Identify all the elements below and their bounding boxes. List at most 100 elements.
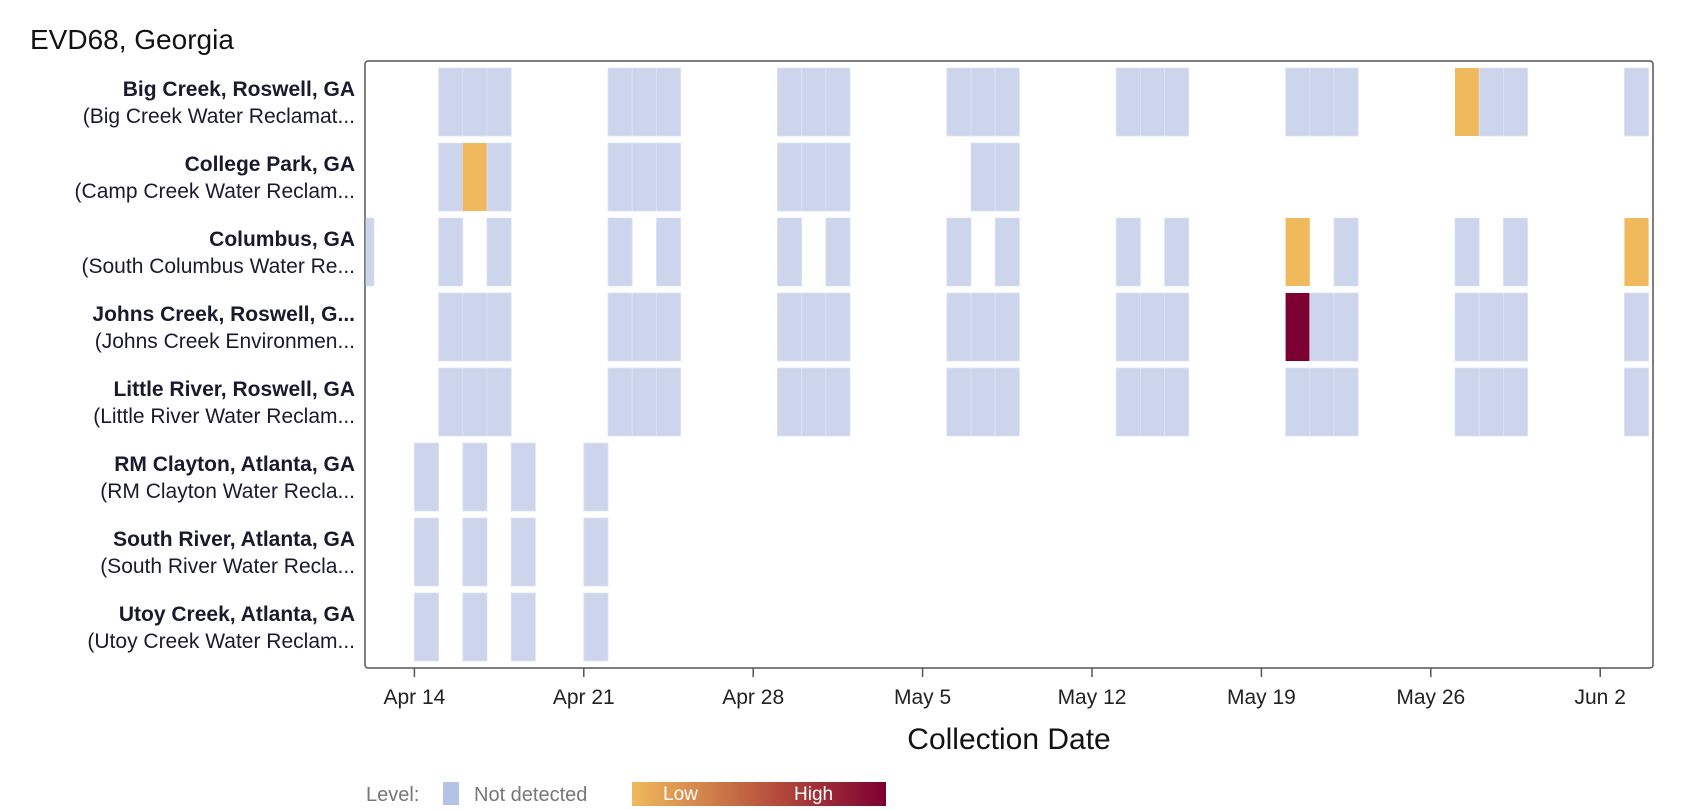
heatmap-cell-not-detected [1478, 292, 1504, 362]
heatmap-cell-not-detected [970, 292, 996, 362]
heatmap-cell-not-detected [656, 67, 682, 137]
heatmap-cell-not-detected [825, 367, 851, 437]
heatmap-cell-not-detected [777, 142, 803, 212]
heatmap-cell-not-detected [1115, 67, 1141, 137]
heatmap-cell-not-detected [946, 217, 972, 287]
heatmap-cell-not-detected [631, 367, 657, 437]
heatmap-cell-not-detected [631, 292, 657, 362]
heatmap-cell-not-detected [1309, 292, 1335, 362]
heatmap-cell-low [462, 143, 487, 211]
heatmap-cell-not-detected [825, 142, 851, 212]
heatmap-cell-not-detected [1285, 367, 1311, 437]
site-name-label: Columbus, GA [209, 228, 355, 251]
heatmap-cell-not-detected [656, 142, 682, 212]
legend-not-detected-swatch [443, 782, 459, 805]
site-facility-label: (Big Creek Water Reclamat... [83, 105, 355, 128]
heatmap-cell-not-detected [438, 292, 464, 362]
site-name-label: RM Clayton, Atlanta, GA [114, 453, 355, 476]
heatmap-cell-not-detected [1164, 367, 1190, 437]
heatmap-cell-not-detected [825, 217, 851, 287]
heatmap-cell-not-detected [631, 142, 657, 212]
x-axis-label: Collection Date [907, 723, 1110, 756]
heatmap-cell-not-detected [994, 142, 1020, 212]
heatmap-cell-not-detected [462, 292, 488, 362]
heatmap-cell-not-detected [583, 592, 609, 662]
legend-high-label: High [794, 784, 833, 805]
site-facility-label: (Utoy Creek Water Reclam... [87, 630, 355, 653]
heatmap-cell-not-detected [413, 517, 439, 587]
heatmap-cell-not-detected [1140, 67, 1166, 137]
heatmap-cell-not-detected [994, 292, 1020, 362]
heatmap-cell-not-detected [777, 67, 803, 137]
heatmap-cell-not-detected [777, 292, 803, 362]
heatmap-cell-not-detected [656, 367, 682, 437]
heatmap-cell-not-detected [583, 517, 609, 587]
heatmap-cell-not-detected [1333, 67, 1359, 137]
heatmap-cell-not-detected [1285, 67, 1311, 137]
heatmap-cell-not-detected [1624, 67, 1650, 137]
heatmap-cell-not-detected [1454, 292, 1480, 362]
heatmap-cell-not-detected [1478, 67, 1504, 137]
x-tick-label: Apr 21 [553, 686, 615, 709]
heatmap-cell-not-detected [1309, 67, 1335, 137]
heatmap-cell-not-detected [438, 217, 464, 287]
heatmap-cell-not-detected [1140, 367, 1166, 437]
heatmap-cell-not-detected [486, 217, 512, 287]
heatmap-cell-not-detected [1164, 217, 1190, 287]
heatmap-cell-low [1455, 68, 1480, 136]
heatmap-cell-not-detected [510, 592, 536, 662]
heatmap-cell-not-detected [970, 142, 996, 212]
heatmap-cell-not-detected [801, 367, 827, 437]
heatmap-cell-not-detected [438, 142, 464, 212]
heatmap-cell-not-detected [607, 367, 633, 437]
heatmap-cell-not-detected [825, 67, 851, 137]
heatmap-cell-not-detected [607, 67, 633, 137]
heatmap-cell-not-detected [1140, 292, 1166, 362]
x-tick-label: Apr 28 [722, 686, 784, 709]
legend-title: Level: [366, 784, 419, 806]
site-facility-label: (Little River Water Reclam... [93, 405, 355, 428]
heatmap-cell-not-detected [413, 442, 439, 512]
heatmap-cell-not-detected [486, 142, 512, 212]
x-tick-label: May 5 [894, 686, 951, 709]
heatmap-cell-not-detected [486, 367, 512, 437]
site-labels: Big Creek, Roswell, GA (Big Creek Water R… [75, 78, 355, 653]
heatmap-cell-not-detected [1115, 367, 1141, 437]
site-facility-label: (Johns Creek Environmen... [95, 330, 355, 353]
heatmap-cell-not-detected [1454, 367, 1480, 437]
heatmap-cell-not-detected [1333, 367, 1359, 437]
heatmap-cell-not-detected [438, 367, 464, 437]
site-facility-label: (Camp Creek Water Reclam... [75, 180, 355, 203]
heatmap-cell-not-detected [946, 367, 972, 437]
heatmap-cell-not-detected [438, 67, 464, 137]
site-facility-label: (South Columbus Water Re... [82, 255, 356, 278]
heatmap-cell-not-detected [994, 217, 1020, 287]
site-facility-label: (South River Water Recla... [100, 555, 355, 578]
heatmap-cell-not-detected [801, 67, 827, 137]
heatmap-cell-not-detected [970, 367, 996, 437]
heatmap-cell-not-detected [946, 292, 972, 362]
x-axis: Apr 14 Apr 21 Apr 28 May 5 May 12 May 19 May 2… [383, 668, 1626, 709]
heatmap-cell-not-detected [462, 442, 488, 512]
site-name-label: South River, Atlanta, GA [113, 528, 355, 551]
site-facility-label: (RM Clayton Water Recla... [100, 480, 355, 503]
legend: Level: Not detected Low High [366, 782, 886, 806]
heatmap-cell-not-detected [801, 142, 827, 212]
x-tick-label: May 12 [1058, 686, 1127, 709]
heatmap-cell-not-detected [1164, 292, 1190, 362]
heatmap-cell-not-detected [510, 517, 536, 587]
plot-frame [364, 60, 1654, 669]
heatmap-cell-low [1624, 218, 1649, 286]
heatmap-cell-not-detected [1309, 367, 1335, 437]
heatmap-cell-not-detected [462, 367, 488, 437]
heatmap-cell-not-detected [777, 217, 803, 287]
heatmap-cell-not-detected [462, 67, 488, 137]
heatmap-cell-not-detected [994, 367, 1020, 437]
legend-level-gradient [632, 782, 886, 806]
heatmap-cell-not-detected [462, 517, 488, 587]
heatmap-cell-not-detected [607, 292, 633, 362]
heatmap-cell-not-detected [1624, 292, 1650, 362]
heatmap-cell-not-detected [970, 67, 996, 137]
heatmap-cell-not-detected [801, 292, 827, 362]
